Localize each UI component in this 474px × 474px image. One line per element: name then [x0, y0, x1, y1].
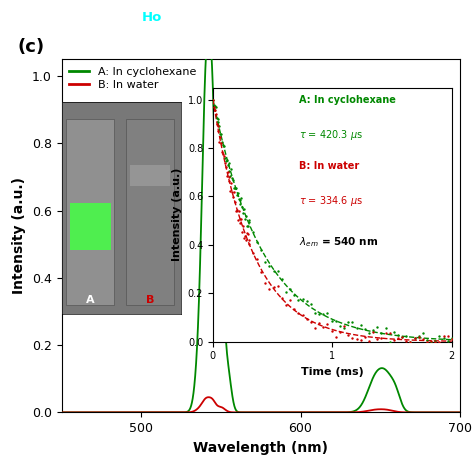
- Legend: A: In cyclohexane, B: In water: A: In cyclohexane, B: In water: [67, 65, 199, 92]
- Text: Ho: Ho: [142, 11, 163, 24]
- Text: 2%@β-NaYF₄: 2%@β-NaYF₄: [178, 11, 273, 24]
- Y-axis label: Intensity (a.u.): Intensity (a.u.): [12, 177, 27, 294]
- Text: (c): (c): [18, 38, 45, 56]
- X-axis label: Wavelength (nm): Wavelength (nm): [193, 441, 328, 455]
- Text: β-NaYF₄:Yb20%/: β-NaYF₄:Yb20%/: [22, 11, 142, 24]
